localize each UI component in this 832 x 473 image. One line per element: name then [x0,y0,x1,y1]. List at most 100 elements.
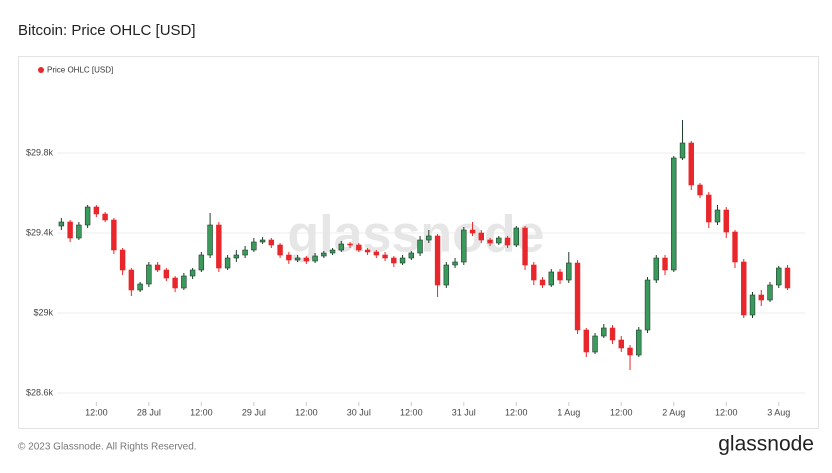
candle-body [286,254,292,261]
candle-body [478,232,485,241]
candle-body [347,243,353,246]
legend: Price OHLC [USD] [38,66,113,75]
candle-body [154,264,161,271]
x-tick-label: 30 Jul [347,407,371,417]
candle-body [294,257,301,261]
candle-body [417,239,423,254]
x-tick-label: 31 Jul [452,407,476,417]
candle-body [93,206,100,215]
candle-body [714,209,721,223]
candle-body [443,264,450,286]
candle-body [76,224,82,239]
candle-body [679,142,686,159]
candles [58,120,791,370]
candle-body [391,257,397,264]
y-tick-label: $29k [33,307,53,317]
candle-body [111,219,117,251]
candle-body [688,142,694,186]
candle-body [574,262,581,331]
candle-body [382,254,388,259]
y-tick-label: $29.8k [26,147,54,157]
x-tick-label: 12:00 [190,407,213,417]
footer: © 2023 Glassnode. All Rights Reserved. [18,442,197,453]
candle-body [758,294,764,301]
candle-body [426,235,432,241]
candle-body [58,221,65,227]
legend-label: Price OHLC [USD] [47,66,113,75]
candle-body [259,239,266,243]
candle-body [321,252,327,257]
candle-body [741,261,747,316]
candle-body [749,294,756,316]
candle-body [767,284,773,301]
candle-body [198,254,205,271]
candle-body [548,271,554,286]
candle-body [723,209,729,233]
legend-marker [38,67,44,73]
candle-body [373,251,380,256]
x-tick-label: 28 Jul [137,407,161,417]
candle-body [706,194,712,223]
candle-body [242,249,248,256]
candle-body [644,279,651,331]
candle-body [732,231,738,263]
candle-body [356,244,362,251]
x-tick-label: 1 Aug [557,407,580,417]
x-tick-label: 29 Jul [242,407,266,417]
x-tick-label: 2 Aug [662,407,685,417]
logo: glassnode [718,433,814,456]
candle-body [216,224,222,269]
candle-body [312,255,318,262]
candle-body [146,264,152,285]
candle-body [163,269,170,279]
candle-body [303,257,310,262]
candle-body [338,243,345,251]
y-tick-label: $28.6k [26,387,54,397]
candle-body [784,267,791,289]
candle-body [601,327,607,337]
x-tick-label: 3 Aug [767,407,790,417]
candle-body [513,227,520,246]
candle-body [636,329,642,356]
candle-body [399,257,406,264]
candle-body [137,283,143,291]
candle-body [251,241,257,251]
candle-body [189,269,196,277]
candle-body [329,249,336,254]
candle-body [268,239,275,246]
candle-body [434,235,441,286]
candle-body [119,249,126,271]
candle-body [224,257,231,269]
candle-body [671,157,677,271]
candle-body [487,239,493,244]
x-tick-label: 12:00 [505,407,528,417]
candle-body [84,206,91,226]
chart-title: Bitcoin: Price OHLC [USD] [18,22,196,39]
candle-body [653,257,659,281]
candle-body [566,262,572,281]
candle-body [627,347,633,356]
watermark: glassnode [287,206,544,264]
candle-body [531,264,537,281]
candle-body [207,224,213,256]
candle-body [128,269,135,291]
candle-body [592,335,598,353]
candle-body [452,261,458,266]
candle-body [539,279,546,286]
candle-body [67,221,73,239]
candle-body [662,257,668,271]
candle-body [461,229,467,263]
candle-body [618,339,624,349]
candle-body [469,229,476,234]
x-tick-label: 12:00 [610,407,633,417]
x-tick-label: 12:00 [295,407,318,417]
candle-body [496,237,502,244]
candle-body [557,271,563,281]
candle-body [233,254,240,259]
candle-body [364,249,371,253]
x-tick-label: 12:00 [400,407,423,417]
candle-body [609,327,616,341]
candle-body [172,277,178,289]
